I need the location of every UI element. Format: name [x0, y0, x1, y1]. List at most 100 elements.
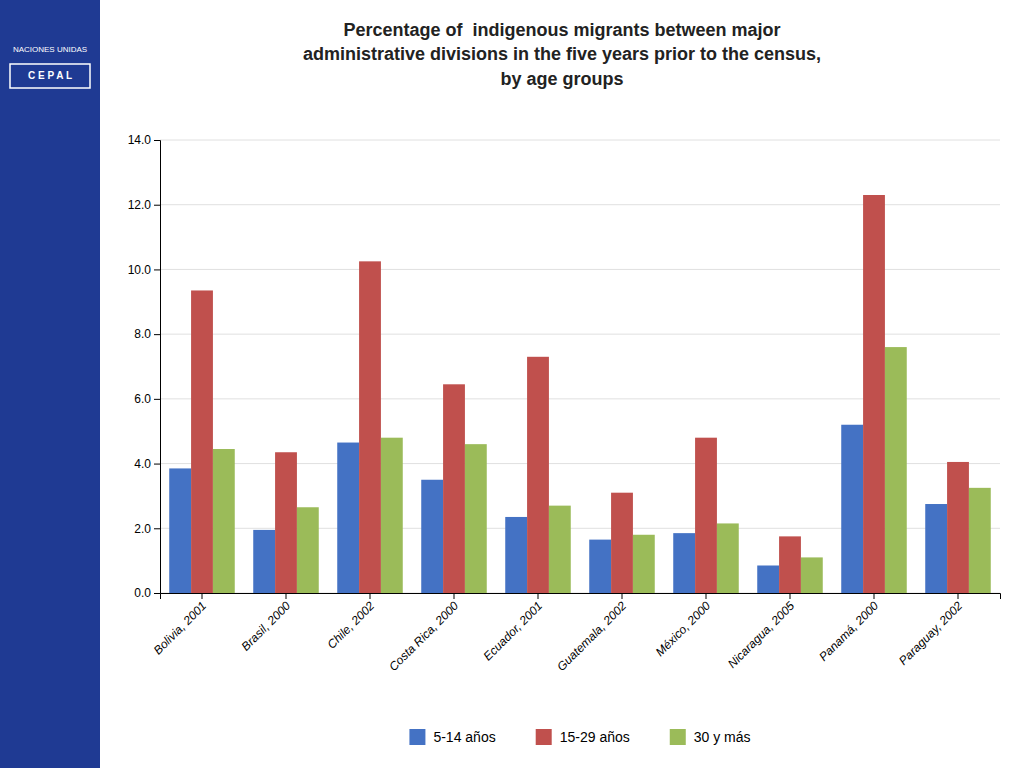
x-tick: Brasil, 2000 — [239, 593, 294, 654]
x-tick-label: Paraguay, 2002 — [896, 599, 965, 668]
y-tick: 8.0 — [134, 327, 160, 341]
y-tick: 14.0 — [128, 133, 160, 147]
annotation-box — [10, 64, 90, 88]
x-tick-label: Costa Rica, 2000 — [386, 599, 461, 674]
y-tick-label: 4.0 — [134, 457, 151, 471]
x-tick-label: Chile, 2002 — [324, 599, 377, 652]
y-tick-label: 0.0 — [134, 586, 151, 600]
y-tick: 0.0 — [134, 586, 160, 600]
bar — [673, 533, 695, 593]
bar — [527, 357, 549, 593]
bar — [443, 384, 465, 593]
bar — [801, 557, 823, 593]
y-tick-mark — [154, 528, 160, 529]
legend: 5-14 años 15-29 años 30 y más — [409, 729, 750, 745]
y-tick-label: 2.0 — [134, 522, 151, 536]
series — [169, 425, 947, 593]
x-tick: Chile, 2002 — [324, 593, 377, 652]
series — [213, 347, 991, 593]
x-tick: Bolivia, 2001 — [151, 593, 209, 657]
y-tick: 12.0 — [128, 198, 160, 212]
x-tick-label: Brasil, 2000 — [239, 599, 294, 654]
title-line: by age groups — [500, 69, 623, 89]
title-line: Percentage of indigenous migrants betwee… — [343, 20, 780, 40]
x-tick-mark — [874, 593, 875, 599]
bar — [885, 347, 907, 593]
bar — [253, 530, 275, 593]
y-tick-mark — [154, 399, 160, 400]
x-tick-mark — [958, 593, 959, 599]
bar — [969, 488, 991, 593]
y-axis: 0.02.04.06.08.010.012.014.0 — [128, 133, 161, 600]
y-tick-mark — [154, 593, 160, 594]
y-tick-label: 14.0 — [128, 133, 152, 147]
bar — [633, 535, 655, 593]
x-tick-mark — [454, 593, 455, 599]
x-tick: Paraguay, 2002 — [896, 593, 965, 668]
y-tick-label: 10.0 — [128, 263, 152, 277]
sidebar: NACIONES UNIDASC E P A L — [0, 0, 100, 768]
bar — [421, 480, 443, 593]
x-tick-mark — [622, 593, 623, 599]
bar — [695, 438, 717, 593]
x-tick-mark — [790, 593, 791, 599]
x-tick: Costa Rica, 2000 — [386, 593, 461, 674]
bar — [505, 517, 527, 593]
title: Percentage of indigenous migrants betwee… — [303, 20, 821, 89]
bar — [191, 290, 213, 593]
y-tick-label: 8.0 — [134, 327, 151, 341]
bar — [779, 536, 801, 593]
x-tick-mark — [706, 593, 707, 599]
x-axis: Bolivia, 2001 Brasil, 2000 Chile, 2002Cost… — [151, 593, 1001, 674]
y-tick-label: 12.0 — [128, 198, 152, 212]
x-tick: Ecuador, 2001 — [481, 593, 546, 663]
legend-swatch — [536, 729, 552, 745]
x-tick-label: Ecuador, 2001 — [481, 599, 546, 664]
y-tick: 4.0 — [134, 457, 160, 471]
x-axis-line — [161, 594, 1001, 600]
x-tick-label: México, 2000 — [653, 599, 714, 660]
bar — [337, 443, 359, 593]
legend-swatch — [670, 729, 686, 745]
y-tick-mark — [154, 140, 160, 141]
x-tick-mark — [202, 593, 203, 599]
x-tick-label: Guatemala, 2002 — [554, 599, 629, 674]
bar — [611, 493, 633, 593]
plot: 0.02.04.06.08.010.012.014.0Bolivia, 2001… — [128, 133, 1001, 673]
y-axis-line — [154, 141, 161, 594]
bars — [169, 195, 991, 593]
title-line: administrative divisions in the five yea… — [303, 44, 821, 64]
y-tick-mark — [154, 269, 160, 270]
bar — [589, 540, 611, 593]
x-tick-mark — [538, 593, 539, 599]
bar — [465, 444, 487, 593]
x-tick-mark — [370, 593, 371, 599]
sidebar-background — [0, 0, 100, 768]
legend-label: 5-14 años — [433, 729, 495, 745]
x-tick: Panamá, 2000 — [816, 593, 881, 664]
y-tick-mark — [154, 464, 160, 465]
chart: NACIONES UNIDASC E P A L Percentage of in… — [0, 0, 1024, 768]
legend-swatch — [409, 729, 425, 745]
x-tick-mark — [286, 593, 287, 599]
grid — [160, 140, 1000, 593]
x-tick: Guatemala, 2002 — [554, 593, 629, 674]
bar — [297, 507, 319, 593]
x-tick-label: Nicaragua, 2005 — [725, 599, 797, 671]
bar — [549, 506, 571, 593]
legend-item: 30 y más — [670, 729, 751, 745]
legend-item: 15-29 años — [536, 729, 630, 745]
bar — [863, 195, 885, 593]
annotation: C E P A L — [28, 70, 72, 81]
bar — [947, 462, 969, 593]
bar — [275, 452, 297, 593]
bar — [717, 523, 739, 593]
bar — [169, 468, 191, 593]
legend-item: 5-14 años — [409, 729, 495, 745]
y-tick: 10.0 — [128, 263, 160, 277]
legend-label: 30 y más — [694, 729, 751, 745]
x-tick-label: Bolivia, 2001 — [151, 599, 209, 657]
y-tick-mark — [154, 205, 160, 206]
x-tick: México, 2000 — [653, 593, 714, 659]
x-tick: Nicaragua, 2005 — [725, 593, 797, 671]
